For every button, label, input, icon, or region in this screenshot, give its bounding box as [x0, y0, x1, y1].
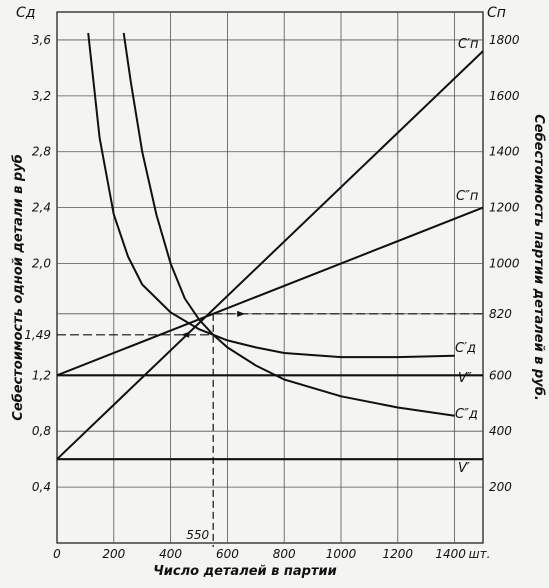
y-left-tick-label: 2,0 — [32, 257, 51, 271]
y-right-tick-label: 1200 — [489, 201, 520, 215]
y-right-tick-label: 1000 — [489, 257, 520, 271]
series-label-5: V″ — [458, 371, 472, 386]
x-tick-label: 1000 — [326, 547, 357, 561]
y-left-symbol: Cд — [16, 5, 35, 21]
series-label-3: C″д — [455, 407, 478, 422]
y-right-axis-title: Себестоимость партии деталей в руб. — [531, 114, 546, 401]
grid-layer — [56, 11, 484, 544]
text-layer: 0 200 400 600 800 1000 1200 1400 шт.0,40,81,21,4… — [11, 5, 546, 579]
y-right-tick-label: 1600 — [489, 89, 520, 103]
y-left-tick-label: 2,8 — [32, 145, 51, 159]
y-right-tick-label: 820 — [489, 307, 512, 321]
y-right-tick-label: 200 — [489, 480, 512, 494]
x-tick-label: 800 — [273, 547, 296, 561]
series-line-2 — [87, 32, 455, 359]
y-left-tick-label: 3,6 — [32, 33, 51, 47]
x-unit-label: шт. — [469, 547, 491, 561]
y-left-tick-label: 2,4 — [32, 201, 51, 215]
x-tick-label: 0 — [53, 547, 61, 561]
arrow-left-icon — [181, 331, 190, 338]
y-left-tick-label: 0,4 — [32, 480, 51, 494]
y-right-tick-label: 600 — [489, 368, 512, 382]
series-label-2: C′д — [455, 341, 476, 356]
y-left-axis-title: Себестоимость одной детали в руб — [11, 154, 26, 420]
series-label-4: V′ — [458, 461, 470, 476]
series-label-0: C′п — [458, 37, 479, 52]
y-right-tick-label: 400 — [489, 424, 512, 438]
y-right-tick-label: 1400 — [489, 145, 520, 159]
y-right-symbol: Cп — [487, 5, 506, 21]
y-left-tick-label: 0,8 — [32, 424, 51, 438]
x-tick-label: 1400 — [435, 547, 466, 561]
x-tick-label: 400 — [159, 547, 182, 561]
y-left-tick-label: 1,49 — [24, 328, 51, 342]
series-layer — [56, 32, 484, 461]
x-tick-label: 600 — [216, 547, 239, 561]
series-line-0 — [56, 50, 484, 460]
y-left-tick-label: 3,2 — [32, 89, 51, 103]
annotation-layer — [57, 310, 483, 547]
plot-frame — [56, 11, 484, 544]
series-label-1: C″п — [456, 189, 479, 204]
arrow-right-icon — [237, 310, 246, 317]
x-axis-title: Число деталей в партии — [153, 564, 336, 579]
y-right-tick-label: 1800 — [489, 33, 520, 47]
x-tick-label: 1200 — [383, 547, 414, 561]
annotation-550: 550 — [186, 528, 209, 542]
y-left-tick-label: 1,2 — [32, 368, 51, 382]
series-line-1 — [56, 206, 484, 377]
series-line-3 — [122, 32, 455, 417]
x-tick-label: 200 — [102, 547, 125, 561]
